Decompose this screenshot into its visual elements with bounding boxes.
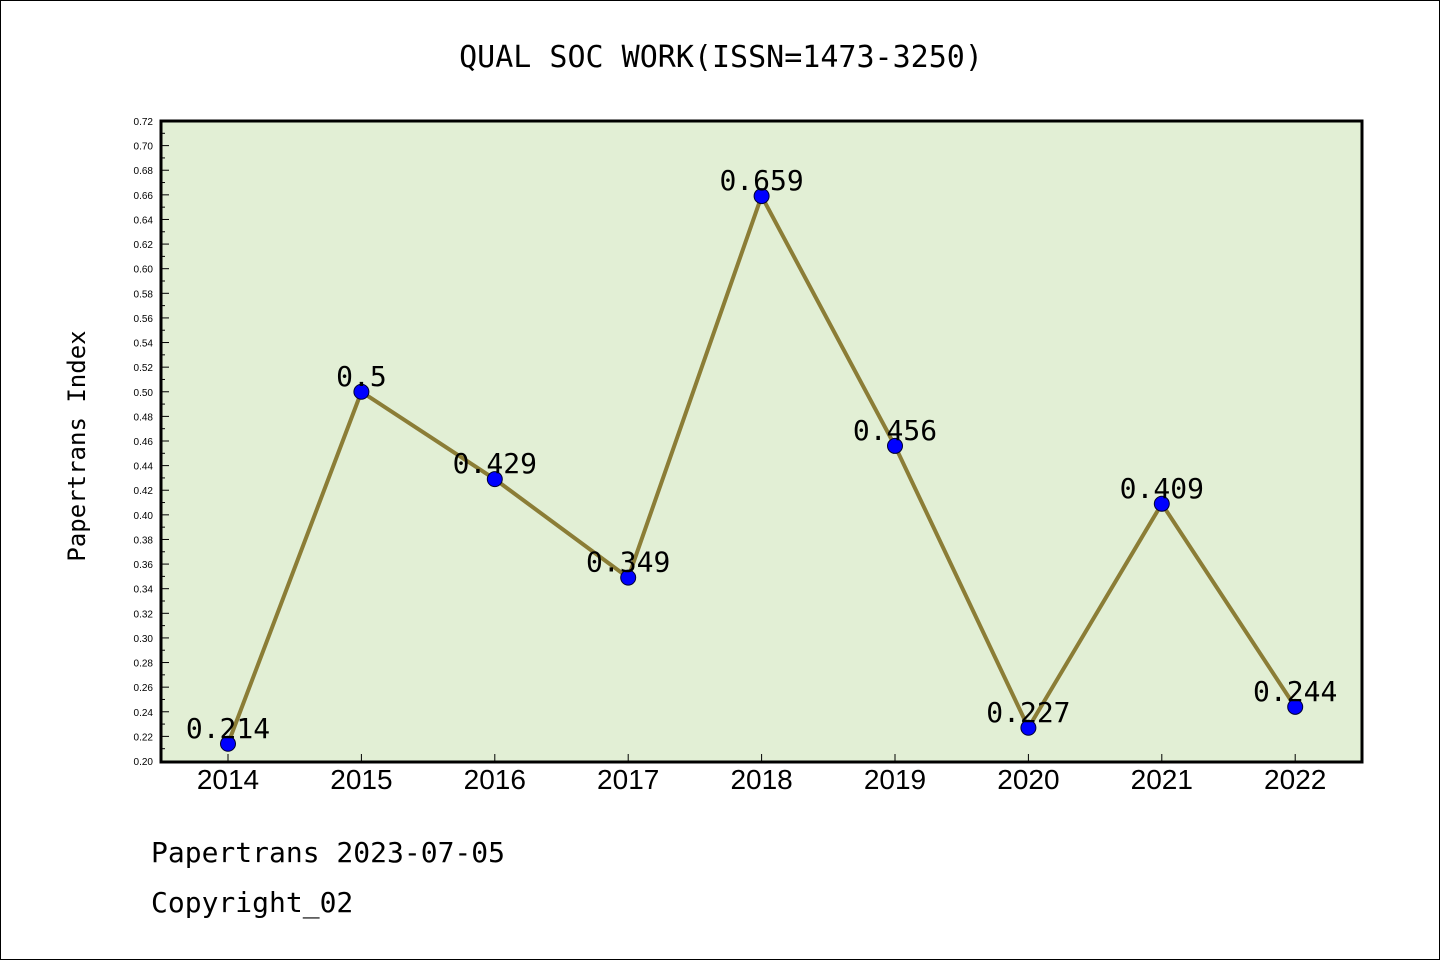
y-tick-label: 0.44 [134,462,154,473]
y-tick-label: 0.58 [134,289,154,300]
y-tick-label: 0.24 [134,708,154,719]
data-point [1153,495,1170,512]
y-axis-ticks: 0.20 0.22 0.24 0.26 0.28 0.30 0.32 0.34 0.36 0.38… [134,117,169,768]
data-point [1020,719,1037,736]
data-label: 0.214 [186,712,270,745]
x-tick-label: 2021 [1131,764,1193,795]
y-tick-label: 0.42 [134,486,154,497]
data-point [486,471,503,488]
y-tick-label: 0.72 [134,117,154,128]
y-tick-label: 0.50 [134,388,154,399]
data-point [1287,698,1304,715]
y-axis-label: Papertrans Index [63,330,91,561]
y-tick-label: 0.54 [134,339,154,350]
data-point [353,383,370,400]
data-label: 0.227 [986,696,1070,729]
data-point [887,437,903,454]
data-label: 0.5 [336,360,387,393]
y-tick-label: 0.26 [134,683,154,694]
data-label: 0.244 [1253,675,1337,708]
y-tick-label: 0.70 [134,142,154,153]
y-tick-label: 0.32 [134,609,154,620]
data-series: 0.214 0.5 0.429 0.349 0.659 0.456 0.227 0.409 0.… [186,164,1337,752]
data-label: 0.409 [1120,472,1204,505]
x-tick-label: 2015 [330,764,392,795]
x-tick-label: 2016 [464,764,526,795]
data-label: 0.659 [719,164,803,197]
y-tick-label: 0.40 [134,511,154,522]
y-tick-label: 0.20 [134,757,154,768]
y-tick-label: 0.46 [134,437,154,448]
y-tick-label: 0.56 [134,314,154,325]
y-tick-label: 0.66 [134,191,154,202]
y-tick-label: 0.38 [134,535,154,546]
x-tick-label: 2018 [730,764,792,795]
y-tick-label: 0.36 [134,560,154,571]
x-axis-ticks: 2014 2015 2016 2017 2018 2019 2020 2021 2022 [197,754,1326,795]
x-tick-label: 2017 [597,764,659,795]
footer-date: Papertrans 2023-07-05 [151,836,506,869]
data-point [753,188,770,205]
data-label: 0.349 [586,546,670,579]
y-tick-label: 0.64 [134,215,154,226]
data-point [620,569,637,586]
x-tick-label: 2020 [997,764,1059,795]
data-label: 0.429 [453,447,537,480]
y-tick-label: 0.30 [134,634,154,645]
footer-copyright: Copyright_02 [151,886,354,919]
y-tick-label: 0.62 [134,240,154,251]
y-tick-label: 0.28 [134,659,154,670]
data-point [220,735,236,752]
x-tick-label: 2022 [1264,764,1326,795]
y-tick-label: 0.60 [134,265,154,276]
y-tick-label: 0.34 [134,585,154,596]
chart-title: QUAL SOC WORK(ISSN=1473-3250) [459,40,983,75]
data-label: 0.456 [853,414,937,447]
y-tick-label: 0.68 [134,166,154,177]
x-tick-label: 2014 [197,764,259,795]
y-tick-label: 0.48 [134,412,154,423]
x-tick-label: 2019 [864,764,926,795]
y-tick-label: 0.52 [134,363,154,374]
y-tick-label: 0.22 [134,732,154,743]
plot-area [159,119,1364,764]
